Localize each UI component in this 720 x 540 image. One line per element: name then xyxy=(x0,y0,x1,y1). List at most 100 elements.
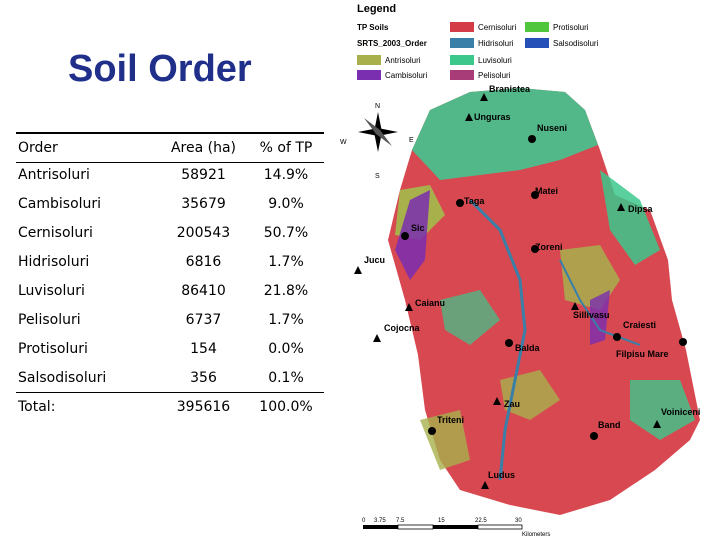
table-row: Antrisoluri 58921 14.9% xyxy=(16,161,324,189)
town-label: Filpisu Mare xyxy=(616,349,669,359)
town-label: Branistea xyxy=(489,84,531,94)
scale-tick: 30 xyxy=(515,518,522,524)
town-label: Sic xyxy=(411,223,425,233)
area-cell: 35679 xyxy=(181,196,226,212)
scale-tick: 7.5 xyxy=(396,518,405,524)
town-label: Caianu xyxy=(415,298,445,308)
legend-swatch-protisoluri xyxy=(525,22,549,32)
triangle-marker-icon xyxy=(405,303,413,311)
compass-icon: N S E W xyxy=(340,103,414,180)
scale-tick: 15 xyxy=(438,518,445,524)
town-dot-icon xyxy=(401,232,409,240)
legend-title: Legend xyxy=(357,3,396,15)
area-cell: 200543 xyxy=(176,225,231,241)
area-cell: 6737 xyxy=(185,312,222,328)
area-cell: 356 xyxy=(190,370,217,386)
town-markers: Branistea Unguras Nuseni Matei Taga Dips… xyxy=(354,84,700,489)
percent-cell: 50.7% xyxy=(263,225,309,241)
triangle-marker-icon xyxy=(354,266,362,274)
triangle-marker-icon xyxy=(465,113,473,121)
town-dot-icon xyxy=(613,333,621,341)
order-cell: Antrisoluri xyxy=(18,167,90,183)
total-area: 395616 xyxy=(176,399,231,415)
table-row: Cambisoluri 35679 9.0% xyxy=(16,190,324,218)
order-cell: Protisoluri xyxy=(18,341,88,357)
legend-swatch-antrisoluri xyxy=(357,55,381,65)
table-row: Hidrisoluri 6816 1.7% xyxy=(16,248,324,276)
table-row: Protisoluri 154 0.0% xyxy=(16,335,324,363)
town-label: Matei xyxy=(535,186,558,196)
town-label: Zau xyxy=(504,399,520,409)
table-header: Order Area (ha) % of TP xyxy=(16,132,324,163)
order-cell: Luvisoluri xyxy=(18,283,85,299)
town-label: Sillivasu xyxy=(573,310,610,320)
order-cell: Salsodisoluri xyxy=(18,370,107,386)
map-region xyxy=(412,88,598,180)
legend-label: Luvisoluri xyxy=(478,56,512,65)
town-label: Taga xyxy=(464,196,485,206)
triangle-marker-icon xyxy=(653,420,661,428)
town-dot-icon xyxy=(428,427,436,435)
percent-cell: 1.7% xyxy=(268,312,304,328)
table-row: Pelisoluri 6737 1.7% xyxy=(16,306,324,334)
area-cell: 154 xyxy=(190,341,217,357)
legend-label: Protisoluri xyxy=(553,23,589,32)
triangle-marker-icon xyxy=(480,93,488,101)
header-percent: % of TP xyxy=(259,140,313,156)
scale-tick: 22.5 xyxy=(475,518,487,524)
area-cell: 86410 xyxy=(181,283,226,299)
town-label: Triteni xyxy=(437,415,464,425)
triangle-marker-icon xyxy=(493,397,501,405)
legend-swatch-luvisoluri xyxy=(450,55,474,65)
map-region xyxy=(600,170,660,265)
table-total-row: Total: 395616 100.0% xyxy=(16,392,324,421)
scale-bar: 0 3.75 7.5 15 22.5 30 Kilometers xyxy=(362,518,550,538)
legend-swatch-salsodisoluri xyxy=(525,38,549,48)
legend-label: Antrisoluri xyxy=(385,56,421,65)
order-cell: Cambisoluri xyxy=(18,196,102,212)
legend-swatch-pelisoluri xyxy=(450,70,474,80)
town-label: Dipsa xyxy=(628,204,654,214)
triangle-marker-icon xyxy=(617,203,625,211)
legend-label: Cernisoluri xyxy=(478,23,516,32)
legend-group-tp-soils: TP Soils xyxy=(357,23,389,32)
table-row: Cernisoluri 200543 50.7% xyxy=(16,219,324,247)
legend-label: Cambisoluri xyxy=(385,71,427,80)
map-region xyxy=(395,190,430,280)
percent-cell: 9.0% xyxy=(268,196,304,212)
legend-swatch-cernisoluri xyxy=(450,22,474,32)
town-label: Unguras xyxy=(474,112,511,122)
map-legend: Legend TP Soils SRTS_2003_Order Cernisol… xyxy=(350,0,600,84)
town-dot-icon xyxy=(531,191,539,199)
compass-east: E xyxy=(409,137,414,144)
table-row: Luvisoluri 86410 21.8% xyxy=(16,277,324,305)
triangle-marker-icon xyxy=(481,481,489,489)
table-row: Salsodisoluri 356 0.1% xyxy=(16,364,324,392)
legend-label: Hidrisoluri xyxy=(478,39,514,48)
town-label: Zoreni xyxy=(535,242,563,252)
town-label: Balda xyxy=(515,343,541,353)
area-cell: 58921 xyxy=(181,167,226,183)
legend-label: Salsodisoluri xyxy=(553,39,599,48)
map-region xyxy=(440,290,500,345)
page-title: Soil Order xyxy=(68,48,252,90)
percent-cell: 0.0% xyxy=(268,341,304,357)
scale-tick: 0 xyxy=(362,518,366,524)
map-region xyxy=(388,88,700,515)
town-label: Craiesti xyxy=(623,320,656,330)
town-label: Nuseni xyxy=(537,123,567,133)
order-cell: Hidrisoluri xyxy=(18,254,90,270)
town-label: Voiniceni xyxy=(661,407,700,417)
town-label: Cojocna xyxy=(384,323,420,333)
town-label: Band xyxy=(598,420,621,430)
scale-tick: 3.75 xyxy=(374,518,386,524)
town-label: Jucu xyxy=(364,255,385,265)
town-dot-icon xyxy=(531,245,539,253)
total-label: Total: xyxy=(18,399,56,415)
town-label: Ludus xyxy=(488,470,515,480)
triangle-marker-icon xyxy=(373,334,381,342)
percent-cell: 1.7% xyxy=(268,254,304,270)
town-dot-icon xyxy=(528,135,536,143)
percent-cell: 14.9% xyxy=(263,167,309,183)
town-dot-icon xyxy=(679,338,687,346)
